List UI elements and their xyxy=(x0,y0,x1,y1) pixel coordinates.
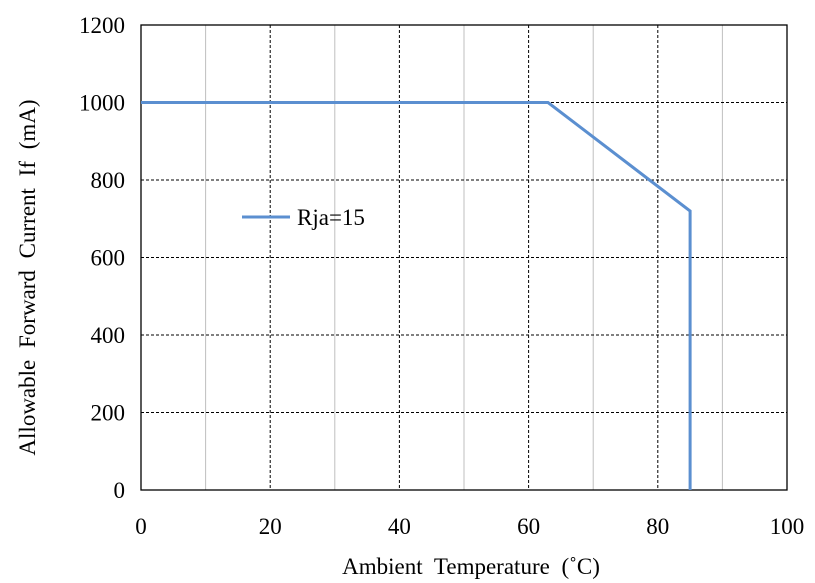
y-tick-label-1000: 1000 xyxy=(79,91,125,116)
y-tick-label-400: 400 xyxy=(91,323,126,348)
y-tick-label-600: 600 xyxy=(91,246,126,271)
y-axis-title: Allowable Forward Current If (mA) xyxy=(15,99,40,455)
x-tick-label-80: 80 xyxy=(646,514,669,539)
y-tick-label-200: 200 xyxy=(91,401,126,426)
x-tick-label-60: 60 xyxy=(517,514,540,539)
legend: Rja=15 xyxy=(242,205,365,230)
x-tick-label-20: 20 xyxy=(259,514,282,539)
x-axis-title: Ambient Temperature (˚C) xyxy=(342,554,600,579)
y-axis-tick-labels: 0 200 400 600 800 1000 1200 xyxy=(79,13,125,503)
y-tick-label-1200: 1200 xyxy=(79,13,125,38)
series-line-0 xyxy=(141,101,692,490)
x-tick-label-0: 0 xyxy=(135,514,147,539)
x-tick-label-100: 100 xyxy=(770,514,805,539)
y-tick-label-0: 0 xyxy=(114,478,126,503)
plot-area-frame xyxy=(140,24,788,491)
series-layer xyxy=(141,101,692,490)
x-tick-label-40: 40 xyxy=(388,514,411,539)
x-axis-tick-labels: 0 20 40 60 80 100 xyxy=(135,514,804,539)
legend-label-rja-15: Rja=15 xyxy=(297,205,365,230)
y-tick-label-800: 800 xyxy=(91,168,126,193)
